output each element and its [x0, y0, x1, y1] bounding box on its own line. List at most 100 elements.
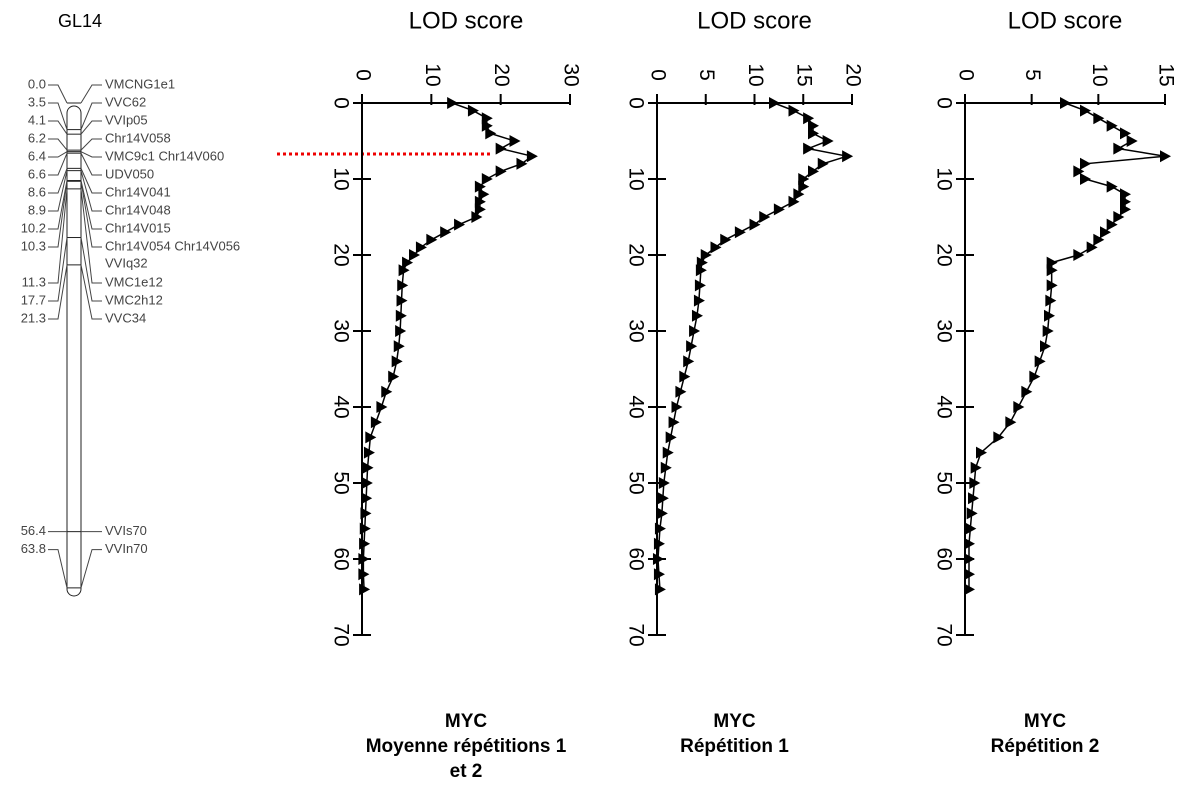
- marker-name: Chr14V015: [105, 220, 171, 235]
- chromosome-bar: [66, 105, 82, 597]
- lod-marker: [426, 233, 438, 246]
- lod-marker: [1046, 256, 1058, 269]
- lod-marker: [1113, 142, 1125, 155]
- marker-name: VVC62: [105, 94, 146, 109]
- x-tick-label: 20: [841, 63, 864, 86]
- x-tick-label: 0: [954, 69, 977, 81]
- marker-position: 4.1: [28, 112, 46, 127]
- lod-marker: [653, 537, 665, 550]
- lod-marker: [1100, 226, 1111, 239]
- lod-marker: [376, 401, 388, 413]
- lod-marker: [1046, 264, 1058, 277]
- marker-position: 3.5: [28, 94, 46, 109]
- lod-marker: [710, 241, 722, 254]
- lod-marker: [970, 461, 982, 474]
- lod-line: [362, 102, 534, 590]
- lod-marker: [467, 104, 479, 117]
- lod-marker: [652, 553, 664, 565]
- lod-marker: [969, 477, 981, 489]
- lod-marker: [653, 568, 665, 581]
- caption: Moyenne répétitions 1: [366, 736, 567, 757]
- lod-marker: [1080, 173, 1091, 185]
- y-tick-label: 30: [932, 319, 955, 342]
- marker-position: 6.2: [28, 130, 46, 145]
- lod-marker: [393, 340, 405, 353]
- lod-marker: [1086, 241, 1098, 254]
- marker-connector: [48, 138, 68, 151]
- lod-marker: [964, 568, 975, 581]
- y-tick-label: 10: [932, 167, 955, 190]
- lod-marker: [1126, 135, 1138, 147]
- lod-marker: [965, 522, 977, 535]
- lod-marker: [734, 226, 746, 239]
- marker-connector: [48, 181, 68, 248]
- marker-connector: [80, 138, 102, 151]
- marker-connector: [80, 168, 102, 194]
- marker-connector: [80, 264, 102, 320]
- axis-title: LOD score: [697, 7, 812, 34]
- lod-marker: [808, 119, 819, 132]
- lod-marker: [1005, 416, 1017, 429]
- lod-marker: [363, 446, 375, 459]
- lod-marker: [966, 507, 978, 520]
- marker-name: VMC1e12: [105, 274, 163, 289]
- lod-marker: [485, 127, 497, 140]
- y-tick-label: 10: [624, 167, 647, 190]
- marker-connector: [80, 84, 102, 104]
- lod-marker: [798, 180, 810, 193]
- lod-marker: [1120, 188, 1131, 201]
- marker-connector: [48, 168, 68, 194]
- lod-marker: [481, 119, 493, 132]
- lod-line: [968, 102, 1166, 590]
- lod-marker: [964, 583, 975, 596]
- y-tick-label: 10: [329, 167, 352, 190]
- lod-marker: [361, 477, 373, 489]
- lod-marker: [662, 446, 674, 459]
- lod-marker: [964, 537, 975, 550]
- lod-marker: [1093, 112, 1105, 125]
- marker-position: 0.0: [28, 76, 46, 91]
- marker-position: 11.3: [22, 274, 46, 289]
- x-tick-label: 0: [646, 69, 669, 81]
- marker-name: UDV050: [105, 166, 154, 181]
- lod-marker: [1093, 233, 1105, 246]
- y-tick-label: 50: [329, 471, 352, 494]
- axis-title: LOD score: [409, 7, 524, 34]
- marker-connector: [48, 170, 68, 212]
- lod-marker: [769, 97, 780, 109]
- lod-marker: [665, 431, 677, 444]
- lod-marker: [1106, 180, 1118, 193]
- lod-marker: [1080, 157, 1091, 170]
- lod-marker: [668, 416, 680, 429]
- lod-marker: [1034, 355, 1046, 368]
- marker-position: 10.2: [21, 220, 46, 235]
- marker-name: VVIp05: [105, 112, 148, 127]
- marker-connector: [48, 549, 68, 588]
- caption: MYC: [713, 711, 756, 732]
- x-tick-label: 5: [695, 69, 718, 81]
- caption: MYC: [1024, 711, 1067, 732]
- marker-name: Chr14V041: [105, 184, 171, 199]
- marker-connector: [80, 549, 102, 589]
- lod-marker: [402, 256, 414, 269]
- lod-marker: [817, 157, 829, 170]
- y-tick-label: 40: [329, 395, 352, 418]
- marker-connector: [48, 264, 68, 320]
- lod-marker: [696, 256, 708, 269]
- lod-marker: [842, 150, 854, 163]
- lod-marker: [675, 385, 687, 398]
- lod-marker: [1046, 279, 1058, 292]
- lod-marker: [1060, 97, 1071, 109]
- caption: Répétition 2: [991, 736, 1100, 757]
- lod-marker: [700, 249, 712, 261]
- lod-marker: [1073, 249, 1085, 261]
- lod-marker: [808, 165, 819, 178]
- y-tick-label: 0: [329, 97, 352, 109]
- lod-marker: [803, 112, 815, 125]
- lod-marker: [358, 553, 370, 565]
- y-tick-label: 50: [624, 471, 647, 494]
- y-tick-label: 60: [624, 547, 647, 570]
- lod-marker: [359, 583, 371, 596]
